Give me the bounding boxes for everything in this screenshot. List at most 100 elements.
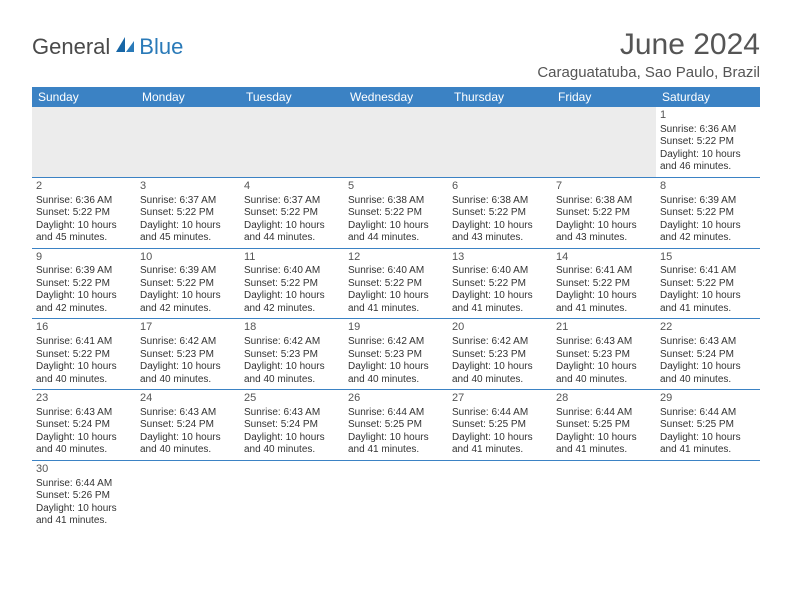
- day-cell: 3Sunrise: 6:37 AMSunset: 5:22 PMDaylight…: [136, 177, 240, 248]
- sunrise-text: Sunrise: 6:42 AM: [452, 336, 548, 349]
- day-cell: 20Sunrise: 6:42 AMSunset: 5:23 PMDayligh…: [448, 319, 552, 390]
- day-number: 23: [36, 392, 132, 406]
- day-number: 17: [140, 321, 236, 335]
- day-number: 28: [556, 392, 652, 406]
- sunrise-text: Sunrise: 6:40 AM: [244, 265, 340, 278]
- sunrise-text: Sunrise: 6:44 AM: [36, 478, 132, 491]
- day-cell: 2Sunrise: 6:36 AMSunset: 5:22 PMDaylight…: [32, 177, 136, 248]
- page: General Blue June 2024 Caraguatatuba, Sa…: [0, 0, 792, 531]
- empty-cell: [240, 460, 344, 530]
- empty-cell: [448, 460, 552, 530]
- sunset-text: Sunset: 5:25 PM: [348, 419, 444, 432]
- daylight-text: Daylight: 10 hours and 41 minutes.: [660, 290, 756, 315]
- day-number: 5: [348, 180, 444, 194]
- sunrise-text: Sunrise: 6:41 AM: [556, 265, 652, 278]
- empty-cell: [344, 107, 448, 177]
- daylight-text: Daylight: 10 hours and 41 minutes.: [348, 290, 444, 315]
- daylight-text: Daylight: 10 hours and 43 minutes.: [452, 220, 548, 245]
- daylight-text: Daylight: 10 hours and 40 minutes.: [244, 361, 340, 386]
- daylight-text: Daylight: 10 hours and 40 minutes.: [348, 361, 444, 386]
- daylight-text: Daylight: 10 hours and 42 minutes.: [36, 290, 132, 315]
- logo-text-blue: Blue: [139, 34, 183, 60]
- day-number: 30: [36, 463, 132, 477]
- weekday-header: Wednesday: [344, 87, 448, 107]
- day-number: 8: [660, 180, 756, 194]
- daylight-text: Daylight: 10 hours and 40 minutes.: [36, 361, 132, 386]
- sunset-text: Sunset: 5:25 PM: [452, 419, 548, 432]
- sunset-text: Sunset: 5:24 PM: [244, 419, 340, 432]
- day-number: 13: [452, 251, 548, 265]
- sunrise-text: Sunrise: 6:43 AM: [244, 407, 340, 420]
- weekday-header: Thursday: [448, 87, 552, 107]
- daylight-text: Daylight: 10 hours and 44 minutes.: [348, 220, 444, 245]
- sunrise-text: Sunrise: 6:39 AM: [660, 195, 756, 208]
- daylight-text: Daylight: 10 hours and 42 minutes.: [140, 290, 236, 315]
- sunset-text: Sunset: 5:23 PM: [556, 349, 652, 362]
- day-cell: 8Sunrise: 6:39 AMSunset: 5:22 PMDaylight…: [656, 177, 760, 248]
- daylight-text: Daylight: 10 hours and 41 minutes.: [556, 432, 652, 457]
- sunrise-text: Sunrise: 6:43 AM: [660, 336, 756, 349]
- day-cell: 28Sunrise: 6:44 AMSunset: 5:25 PMDayligh…: [552, 390, 656, 461]
- day-cell: 23Sunrise: 6:43 AMSunset: 5:24 PMDayligh…: [32, 390, 136, 461]
- day-number: 9: [36, 251, 132, 265]
- day-cell: 18Sunrise: 6:42 AMSunset: 5:23 PMDayligh…: [240, 319, 344, 390]
- sunset-text: Sunset: 5:23 PM: [348, 349, 444, 362]
- month-title: June 2024: [537, 28, 760, 62]
- sunset-text: Sunset: 5:24 PM: [36, 419, 132, 432]
- daylight-text: Daylight: 10 hours and 40 minutes.: [660, 361, 756, 386]
- sunrise-text: Sunrise: 6:44 AM: [348, 407, 444, 420]
- day-number: 19: [348, 321, 444, 335]
- sunset-text: Sunset: 5:23 PM: [140, 349, 236, 362]
- sunset-text: Sunset: 5:22 PM: [660, 207, 756, 220]
- daylight-text: Daylight: 10 hours and 45 minutes.: [140, 220, 236, 245]
- day-number: 20: [452, 321, 548, 335]
- weekday-header: Sunday: [32, 87, 136, 107]
- daylight-text: Daylight: 10 hours and 40 minutes.: [36, 432, 132, 457]
- day-number: 26: [348, 392, 444, 406]
- daylight-text: Daylight: 10 hours and 40 minutes.: [244, 432, 340, 457]
- sunset-text: Sunset: 5:24 PM: [660, 349, 756, 362]
- sunset-text: Sunset: 5:22 PM: [556, 207, 652, 220]
- day-cell: 26Sunrise: 6:44 AMSunset: 5:25 PMDayligh…: [344, 390, 448, 461]
- daylight-text: Daylight: 10 hours and 40 minutes.: [452, 361, 548, 386]
- sunset-text: Sunset: 5:22 PM: [452, 207, 548, 220]
- location-text: Caraguatatuba, Sao Paulo, Brazil: [537, 64, 760, 81]
- sunrise-text: Sunrise: 6:44 AM: [660, 407, 756, 420]
- sunrise-text: Sunrise: 6:37 AM: [140, 195, 236, 208]
- day-cell: 11Sunrise: 6:40 AMSunset: 5:22 PMDayligh…: [240, 248, 344, 319]
- empty-cell: [136, 107, 240, 177]
- day-number: 16: [36, 321, 132, 335]
- calendar-body: 1Sunrise: 6:36 AMSunset: 5:22 PMDaylight…: [32, 107, 760, 531]
- day-number: 18: [244, 321, 340, 335]
- day-number: 3: [140, 180, 236, 194]
- daylight-text: Daylight: 10 hours and 40 minutes.: [556, 361, 652, 386]
- sunrise-text: Sunrise: 6:39 AM: [36, 265, 132, 278]
- day-number: 15: [660, 251, 756, 265]
- day-cell: 29Sunrise: 6:44 AMSunset: 5:25 PMDayligh…: [656, 390, 760, 461]
- daylight-text: Daylight: 10 hours and 40 minutes.: [140, 432, 236, 457]
- empty-cell: [344, 460, 448, 530]
- daylight-text: Daylight: 10 hours and 41 minutes.: [452, 290, 548, 315]
- day-cell: 16Sunrise: 6:41 AMSunset: 5:22 PMDayligh…: [32, 319, 136, 390]
- sunrise-text: Sunrise: 6:37 AM: [244, 195, 340, 208]
- weekday-header: Monday: [136, 87, 240, 107]
- empty-cell: [448, 107, 552, 177]
- day-number: 29: [660, 392, 756, 406]
- day-number: 11: [244, 251, 340, 265]
- empty-cell: [32, 107, 136, 177]
- daylight-text: Daylight: 10 hours and 41 minutes.: [660, 432, 756, 457]
- day-cell: 14Sunrise: 6:41 AMSunset: 5:22 PMDayligh…: [552, 248, 656, 319]
- day-number: 6: [452, 180, 548, 194]
- day-cell: 10Sunrise: 6:39 AMSunset: 5:22 PMDayligh…: [136, 248, 240, 319]
- sunrise-text: Sunrise: 6:41 AM: [660, 265, 756, 278]
- sunrise-text: Sunrise: 6:44 AM: [556, 407, 652, 420]
- empty-cell: [240, 107, 344, 177]
- daylight-text: Daylight: 10 hours and 45 minutes.: [36, 220, 132, 245]
- daylight-text: Daylight: 10 hours and 41 minutes.: [36, 503, 132, 528]
- empty-cell: [552, 460, 656, 530]
- sunset-text: Sunset: 5:22 PM: [36, 278, 132, 291]
- sunset-text: Sunset: 5:23 PM: [244, 349, 340, 362]
- day-cell: 27Sunrise: 6:44 AMSunset: 5:25 PMDayligh…: [448, 390, 552, 461]
- logo-sail-icon: [114, 35, 136, 60]
- day-cell: 15Sunrise: 6:41 AMSunset: 5:22 PMDayligh…: [656, 248, 760, 319]
